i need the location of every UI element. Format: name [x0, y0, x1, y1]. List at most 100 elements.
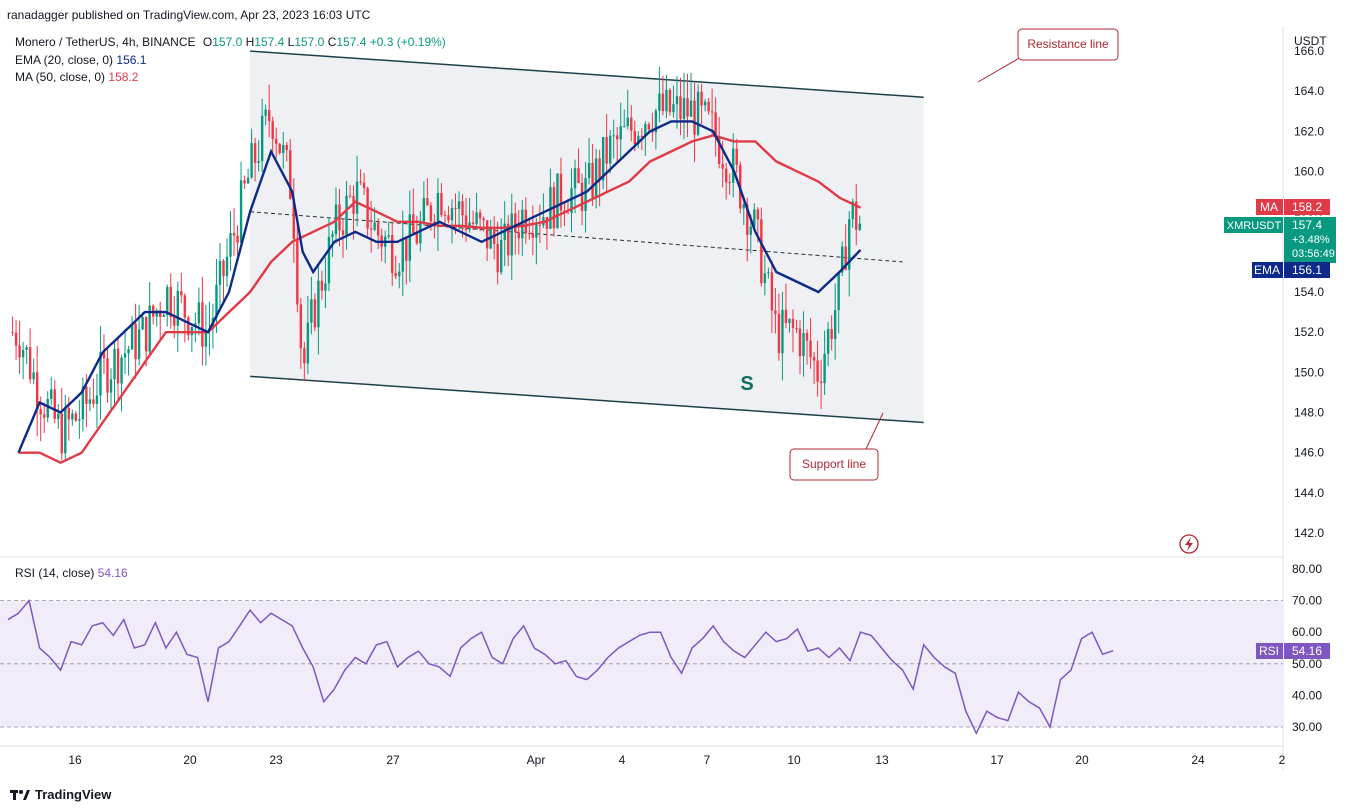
candle-body: [239, 180, 243, 243]
candle-body: [159, 310, 162, 317]
candle-body: [236, 235, 239, 243]
candle-body: [717, 137, 721, 164]
tradingview-footer[interactable]: TradingView: [10, 787, 111, 802]
candle-body: [478, 212, 482, 219]
candle-body: [840, 246, 844, 273]
candle-body: [299, 304, 303, 349]
candle-body: [21, 349, 25, 358]
lightning-icon[interactable]: [1179, 534, 1199, 554]
candle-body: [675, 96, 679, 105]
candle-body: [644, 124, 647, 137]
candle-body: [580, 182, 584, 211]
resistance-annotation: Resistance line: [977, 28, 1119, 83]
candle-body: [591, 162, 594, 198]
legend-ohlc-row: Monero / TetherUS, 4h, BINANCE O157.0 H1…: [15, 35, 446, 49]
candle-body: [598, 158, 601, 181]
candle-body: [148, 305, 151, 352]
candle-body: [285, 144, 288, 151]
candle-body: [464, 215, 468, 230]
candle-body: [855, 201, 858, 230]
ma-50-line[interactable]: [18, 134, 862, 465]
candle-body: [257, 160, 260, 163]
svg-text:XMRUSDT: XMRUSDT: [1227, 220, 1282, 232]
candle-body: [408, 214, 412, 261]
candle-body: [18, 345, 21, 358]
candle-body: [774, 310, 777, 315]
candle-body: [222, 260, 225, 277]
legend-ema-row[interactable]: EMA (20, close, 0) 156.1: [15, 53, 147, 67]
candle-body: [303, 348, 306, 364]
candle-body: [109, 379, 113, 393]
candle-body: [584, 178, 587, 211]
rsi-line[interactable]: [7, 598, 1114, 736]
candle-body: [619, 126, 622, 140]
candle-body: [116, 348, 120, 384]
candle-body: [668, 89, 672, 113]
candle-body: [32, 372, 35, 380]
candle-body: [292, 198, 295, 239]
legend-ma-row[interactable]: MA (50, close, 0) 158.2: [15, 70, 139, 84]
candle-body: [271, 121, 274, 140]
candle-body: [275, 139, 278, 144]
candle-body: [517, 232, 520, 239]
candle-body: [665, 89, 668, 112]
ema-20-line[interactable]: [17, 120, 862, 454]
candle-body: [443, 214, 447, 216]
candle-body: [14, 332, 18, 346]
resistance-line[interactable]: [250, 50, 924, 99]
candle-body: [777, 314, 781, 354]
candle-body: [412, 214, 415, 234]
rsi-value-badge: RSI 54.16: [1256, 643, 1330, 659]
candle-body: [756, 209, 760, 220]
time-tick-label: 17: [990, 753, 1004, 767]
candle-body: [162, 315, 165, 317]
svg-text:54.16: 54.16: [1292, 644, 1322, 658]
time-tick-label: 20: [1075, 753, 1089, 767]
price-tick-label: 148.0: [1294, 406, 1324, 420]
svg-text:156.1: 156.1: [1292, 263, 1322, 277]
support-annotation: Support line: [789, 412, 884, 481]
candle-body: [577, 168, 580, 183]
candle-body: [851, 201, 854, 220]
candle-body: [422, 198, 426, 222]
candle-body: [130, 323, 134, 350]
candle-body: [327, 236, 331, 284]
time-tick-label: 23: [269, 753, 283, 767]
candle-body: [362, 182, 366, 189]
candle-body: [373, 222, 376, 230]
time-tick-label: 4: [619, 753, 626, 767]
candle-body: [99, 352, 102, 396]
candle-body: [359, 181, 362, 183]
candle-body: [760, 219, 763, 284]
candle-body: [250, 143, 253, 178]
candle-body: [25, 347, 28, 350]
candle-body: [485, 220, 489, 249]
candle-body: [71, 413, 74, 420]
candle-body: [144, 317, 148, 352]
candle-body: [102, 352, 106, 359]
candle-body: [721, 163, 724, 169]
legend-ma-value: 158.2: [108, 70, 139, 84]
legend-symbol[interactable]: Monero / TetherUS, 4h, BINANCE: [15, 35, 196, 49]
price-tick-label: 146.0: [1294, 446, 1324, 460]
candle-body: [74, 413, 78, 421]
candle-body: [204, 330, 208, 347]
candle-body: [320, 280, 324, 291]
candle-body: [735, 148, 738, 165]
candle-body: [264, 109, 267, 116]
support-line[interactable]: [250, 375, 924, 424]
legend-ema-value: 156.1: [116, 53, 147, 67]
candle-body: [682, 98, 686, 119]
resistance-label: Resistance line: [1027, 37, 1109, 51]
candle-body: [714, 112, 717, 138]
candle-body: [812, 357, 816, 361]
rsi-tick-label: 80.00: [1292, 562, 1322, 576]
candle-body: [123, 353, 127, 358]
candle-body: [612, 135, 615, 137]
candle-body: [387, 235, 390, 237]
price-tick-label: 162.0: [1294, 124, 1324, 138]
candle-body: [313, 299, 317, 328]
candle-body: [531, 233, 535, 238]
legend-rsi-row[interactable]: RSI (14, close) 54.16: [15, 566, 128, 580]
